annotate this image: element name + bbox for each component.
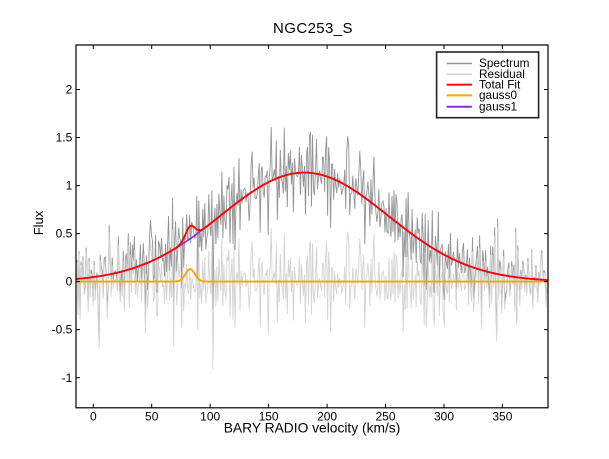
svg-text:-1: -1: [62, 371, 73, 385]
svg-text:200: 200: [317, 410, 337, 424]
svg-text:Spectrum: Spectrum: [479, 56, 530, 70]
svg-text:1: 1: [66, 179, 73, 193]
svg-text:Total Fit: Total Fit: [479, 78, 521, 92]
svg-text:gauss0: gauss0: [479, 88, 517, 102]
svg-text:300: 300: [434, 410, 454, 424]
svg-text:250: 250: [375, 410, 395, 424]
svg-text:gauss1: gauss1: [479, 100, 517, 114]
svg-text:0: 0: [66, 275, 73, 289]
svg-text:Flux: Flux: [31, 210, 46, 235]
svg-text:150: 150: [259, 410, 279, 424]
svg-text:100: 100: [200, 410, 220, 424]
svg-text:1.5: 1.5: [56, 131, 73, 145]
svg-text:2: 2: [66, 83, 73, 97]
svg-text:0: 0: [90, 410, 97, 424]
svg-text:BARY RADIO velocity (km/s): BARY RADIO velocity (km/s): [224, 421, 401, 436]
svg-text:0.5: 0.5: [56, 227, 73, 241]
svg-text:350: 350: [492, 410, 512, 424]
svg-text:NGC253_S: NGC253_S: [273, 20, 353, 37]
svg-text:-0.5: -0.5: [52, 323, 73, 337]
svg-text:50: 50: [145, 410, 159, 424]
svg-text:Residual: Residual: [479, 67, 525, 81]
